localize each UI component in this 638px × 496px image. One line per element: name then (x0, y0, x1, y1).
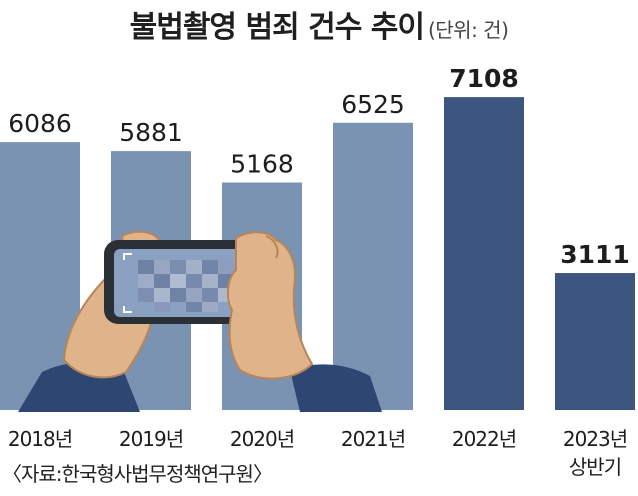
value-label-1: 6086 (8, 109, 72, 138)
category-labels-layer: 2018년 2019년 2020년 2021년 2022년 2023년 상반기 (8, 427, 628, 479)
bar-6 (555, 273, 635, 410)
value-label-3: 5168 (230, 150, 294, 179)
value-label-2: 5881 (119, 118, 183, 147)
category-label-3: 2020년 (230, 427, 294, 451)
unit-label: (단위: 건) (427, 18, 509, 42)
category-label-5: 2022년 (452, 427, 516, 451)
value-label-5: 7108 (449, 64, 519, 93)
value-label-6: 3111 (560, 240, 630, 269)
category-label-2: 2019년 (119, 427, 183, 451)
bar-4 (333, 122, 413, 410)
value-label-4: 6525 (341, 90, 405, 119)
source-note: 〈자료:한국형사법무정책연구원〉 (2, 462, 273, 486)
chart-title: 불법촬영 범죄 건수 추이 (129, 10, 425, 45)
chart-title-block: 불법촬영 범죄 건수 추이 (단위: 건) (0, 2, 638, 46)
category-label-4: 2021년 (341, 427, 405, 451)
category-label-1: 2018년 (8, 427, 72, 451)
value-labels-layer: 6086 5881 5168 6525 7108 3111 (8, 64, 630, 269)
hands-holding-smartphone-icon (18, 230, 382, 412)
category-label-6: 2023년 상반기 (563, 427, 627, 479)
bar-5 (444, 97, 524, 411)
